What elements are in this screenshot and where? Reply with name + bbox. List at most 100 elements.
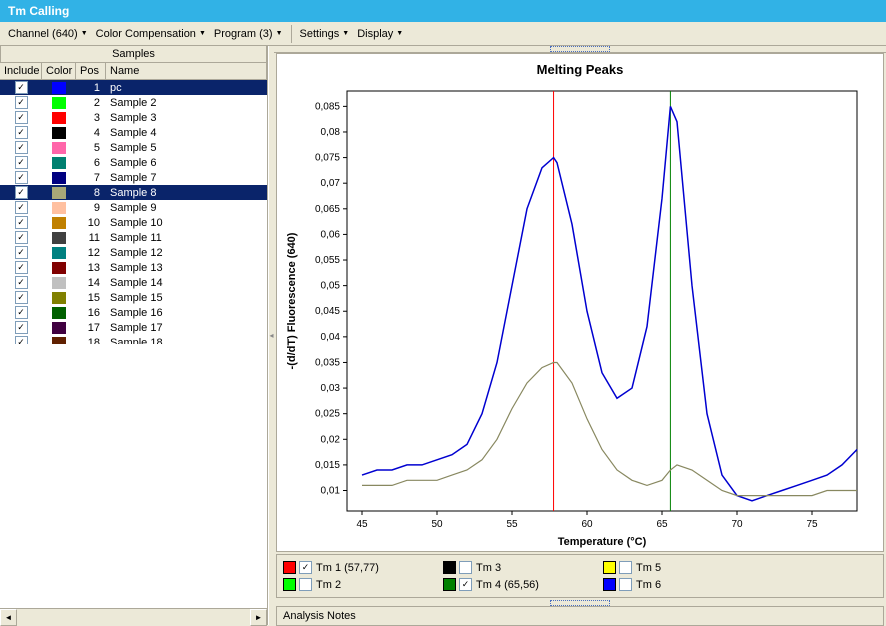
samples-list[interactable]: ✓1pc✓2Sample 2✓3Sample 3✓4Sample 4✓5Samp… — [0, 80, 267, 344]
dropdown-arrow-icon: ▼ — [396, 30, 403, 37]
splitter-handle-icon — [550, 46, 610, 52]
svg-text:55: 55 — [506, 519, 518, 530]
tm-checkbox[interactable] — [459, 561, 472, 574]
legend-color-swatch — [443, 561, 456, 574]
samples-table-header: Include Color Pos Name — [0, 63, 267, 80]
header-include[interactable]: Include — [0, 63, 42, 79]
tm-checkbox[interactable]: ✓ — [459, 578, 472, 591]
menu-color-compensation[interactable]: Color Compensation▼ — [92, 26, 210, 42]
top-splitter[interactable] — [274, 46, 886, 53]
tm-checkbox[interactable] — [619, 561, 632, 574]
sample-row[interactable]: ✓18Sample 18 — [0, 335, 267, 344]
sample-row[interactable]: ✓6Sample 6 — [0, 155, 267, 170]
scroll-left-button[interactable]: ◄ — [0, 609, 17, 626]
menu-settings[interactable]: Settings▼ — [296, 26, 354, 42]
tm-checkbox[interactable] — [299, 578, 312, 591]
include-checkbox[interactable]: ✓ — [15, 261, 28, 274]
sample-name: Sample 13 — [106, 262, 267, 274]
chart-area[interactable]: Melting Peaks 0,010,0150,020,0250,030,03… — [276, 53, 884, 552]
analysis-notes-bar[interactable]: Analysis Notes — [276, 606, 884, 626]
include-checkbox[interactable]: ✓ — [15, 111, 28, 124]
include-checkbox[interactable]: ✓ — [15, 246, 28, 259]
include-checkbox[interactable]: ✓ — [15, 186, 28, 199]
title-bar: Tm Calling — [0, 0, 886, 22]
sample-row[interactable]: ✓13Sample 13 — [0, 260, 267, 275]
sample-pos: 5 — [76, 142, 106, 154]
include-checkbox[interactable]: ✓ — [15, 306, 28, 319]
svg-text:65: 65 — [656, 519, 668, 530]
svg-text:70: 70 — [731, 519, 743, 530]
include-checkbox[interactable]: ✓ — [15, 336, 28, 344]
color-swatch — [52, 112, 66, 124]
svg-text:45: 45 — [356, 519, 368, 530]
svg-text:Temperature (°C): Temperature (°C) — [558, 536, 647, 548]
color-swatch — [52, 292, 66, 304]
sample-row[interactable]: ✓3Sample 3 — [0, 110, 267, 125]
sample-row[interactable]: ✓8Sample 8 — [0, 185, 267, 200]
sample-pos: 10 — [76, 217, 106, 229]
svg-text:0,065: 0,065 — [315, 204, 340, 215]
include-checkbox[interactable]: ✓ — [15, 156, 28, 169]
sample-row[interactable]: ✓16Sample 16 — [0, 305, 267, 320]
menu-display[interactable]: Display▼ — [353, 26, 407, 42]
dropdown-arrow-icon: ▼ — [81, 30, 88, 37]
sample-row[interactable]: ✓1pc — [0, 80, 267, 95]
tm-legend-item: Tm 2 — [283, 578, 443, 591]
svg-text:0,03: 0,03 — [321, 383, 341, 394]
sample-pos: 9 — [76, 202, 106, 214]
sample-row[interactable]: ✓17Sample 17 — [0, 320, 267, 335]
tm-checkbox[interactable]: ✓ — [299, 561, 312, 574]
tm-legend-panel: ✓Tm 1 (57,77)Tm 3Tm 5Tm 2✓Tm 4 (65,56)Tm… — [276, 554, 884, 598]
horizontal-scrollbar[interactable]: ◄ ► — [0, 608, 267, 625]
menu-bar: Channel (640)▼Color Compensation▼Program… — [0, 22, 886, 46]
legend-color-swatch — [443, 578, 456, 591]
chart-title: Melting Peaks — [277, 54, 883, 81]
sample-pos: 15 — [76, 292, 106, 304]
melting-peaks-chart[interactable]: 0,010,0150,020,0250,030,0350,040,0450,05… — [277, 81, 877, 551]
include-checkbox[interactable]: ✓ — [15, 216, 28, 229]
sample-pos: 14 — [76, 277, 106, 289]
sample-pos: 4 — [76, 127, 106, 139]
include-checkbox[interactable]: ✓ — [15, 291, 28, 304]
include-checkbox[interactable]: ✓ — [15, 96, 28, 109]
color-swatch — [52, 217, 66, 229]
sample-row[interactable]: ✓5Sample 5 — [0, 140, 267, 155]
include-checkbox[interactable]: ✓ — [15, 81, 28, 94]
sample-row[interactable]: ✓10Sample 10 — [0, 215, 267, 230]
sample-row[interactable]: ✓7Sample 7 — [0, 170, 267, 185]
sample-row[interactable]: ✓4Sample 4 — [0, 125, 267, 140]
include-checkbox[interactable]: ✓ — [15, 126, 28, 139]
sample-pos: 6 — [76, 157, 106, 169]
sample-pos: 11 — [76, 232, 106, 244]
header-name[interactable]: Name — [106, 63, 267, 79]
svg-text:0,02: 0,02 — [321, 434, 341, 445]
chart-panel: Melting Peaks 0,010,0150,020,0250,030,03… — [274, 46, 886, 625]
include-checkbox[interactable]: ✓ — [15, 321, 28, 334]
sample-row[interactable]: ✓12Sample 12 — [0, 245, 267, 260]
sample-row[interactable]: ✓9Sample 9 — [0, 200, 267, 215]
scroll-right-button[interactable]: ► — [250, 609, 267, 626]
include-checkbox[interactable]: ✓ — [15, 276, 28, 289]
tm-legend-item: Tm 3 — [443, 561, 603, 574]
sample-name: Sample 11 — [106, 232, 267, 244]
sample-row[interactable]: ✓ 11Sample 11 — [0, 230, 267, 245]
header-pos[interactable]: Pos — [76, 63, 106, 79]
sample-row[interactable]: ✓14Sample 14 — [0, 275, 267, 290]
color-swatch — [52, 187, 66, 199]
include-checkbox[interactable]: ✓ — [15, 201, 28, 214]
include-checkbox[interactable]: ✓ — [15, 231, 28, 244]
include-checkbox[interactable]: ✓ — [15, 141, 28, 154]
header-color[interactable]: Color — [42, 63, 76, 79]
sample-pos: 2 — [76, 97, 106, 109]
color-swatch — [52, 232, 66, 244]
include-checkbox[interactable]: ✓ — [15, 171, 28, 184]
sample-pos: 3 — [76, 112, 106, 124]
main-area: Samples Include Color Pos Name ✓1pc✓2Sam… — [0, 46, 886, 625]
color-swatch — [52, 322, 66, 334]
sample-row[interactable]: ✓2Sample 2 — [0, 95, 267, 110]
tm-checkbox[interactable] — [619, 578, 632, 591]
menu-channel-640-[interactable]: Channel (640)▼ — [4, 26, 92, 42]
sample-row[interactable]: ✓15Sample 15 — [0, 290, 267, 305]
menu-program-3-[interactable]: Program (3)▼ — [210, 26, 287, 42]
sample-pos: 18 — [76, 337, 106, 345]
